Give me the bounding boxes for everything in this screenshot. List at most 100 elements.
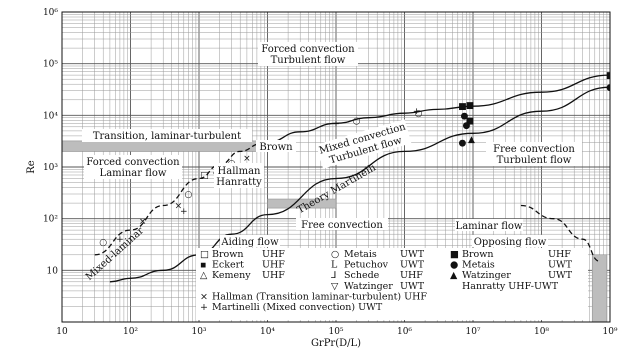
legend: □ Brown UHF ○ Metais UWT ■ Brown UHF▪ Eckert UHF L P…	[196, 248, 588, 320]
y-tick-labels: 10 10² 10³ 10⁴ 10⁵ 10⁶	[43, 8, 58, 276]
data-marker: □	[200, 171, 209, 181]
data-marker: ×	[175, 202, 183, 212]
legend-symbol: ▽	[331, 281, 339, 292]
svg-text:Free convection: Free convection	[301, 220, 383, 231]
legend-condition: UHF	[262, 270, 285, 281]
legend-condition: UWT	[400, 281, 425, 292]
region-label-forced-laminar: Forced convection Laminar flow	[84, 155, 182, 179]
data-marker: ×	[243, 154, 251, 164]
svg-text:Forced convection: Forced convection	[86, 157, 180, 168]
region-label-theory: Theory Martinelli	[296, 162, 378, 216]
legend-symbol: ■	[450, 249, 459, 260]
svg-text:Laminar flow: Laminar flow	[456, 221, 523, 232]
legend-entry: Watzinger	[344, 281, 393, 292]
data-marker: ×	[139, 217, 147, 227]
legend-condition: UHF	[262, 260, 285, 271]
x-axis-label: GrPr(D/L)	[311, 338, 361, 349]
legend-condition: UHF	[548, 249, 571, 260]
y-tick-label: 10	[47, 266, 59, 276]
x-tick-label: 10⁶	[397, 327, 412, 337]
legend-entry: Brown	[462, 249, 494, 260]
region-label-laminar: Laminar flow	[455, 219, 523, 232]
x-tick-label: 10⁹	[602, 327, 617, 337]
y-axis-label: Re	[26, 160, 37, 174]
legend-box	[196, 248, 588, 320]
legend-entry: Metais	[462, 260, 495, 271]
region-label-forced-turbulent: Forced convection Turbulent flow	[258, 42, 358, 66]
legend-symbol: ×	[200, 291, 208, 302]
legend-condition: UHF	[262, 249, 285, 260]
data-marker: ●	[606, 83, 614, 93]
y-tick-label: 10²	[43, 215, 58, 225]
svg-text:Laminar flow: Laminar flow	[100, 168, 167, 179]
svg-text:Transition, laminar-turbulent: Transition, laminar-turbulent	[93, 131, 241, 142]
legend-entry: Petuchov	[344, 260, 389, 271]
legend-condition: UHF	[400, 270, 423, 281]
svg-text:Forced convection: Forced convection	[261, 44, 355, 55]
x-tick-label: 10	[56, 327, 68, 337]
data-marker: +	[413, 107, 421, 117]
region-label-brown: Brown	[256, 140, 296, 153]
svg-text:Aiding flow: Aiding flow	[220, 237, 279, 248]
region-label-aiding: Aiding flow	[220, 235, 280, 248]
data-marker: ■	[466, 101, 475, 111]
svg-text:Theory Martinelli: Theory Martinelli	[296, 162, 378, 216]
legend-entry: Martinelli (Mixed convection) UWT	[212, 302, 383, 313]
x-tick-label: 10³	[191, 327, 206, 337]
series-lines	[94, 74, 610, 283]
legend-entry: Eckert	[212, 260, 244, 271]
series-line	[267, 74, 610, 143]
legend-symbol: ○	[331, 249, 339, 260]
svg-text:Hanratty: Hanratty	[216, 177, 262, 188]
data-marker: ○	[415, 109, 423, 119]
region-label-opposing: Opposing flow	[472, 235, 548, 248]
x-tick-label: 10⁵	[328, 327, 343, 337]
data-marker: ▲	[468, 135, 475, 145]
x-tick-label: 10²	[123, 327, 138, 337]
svg-text:Turbulent flow: Turbulent flow	[497, 155, 572, 166]
data-marker: ●	[462, 121, 470, 131]
data-marker: ■	[606, 71, 615, 81]
data-marker: ■	[466, 116, 475, 126]
legend-symbol: +	[200, 302, 208, 313]
region-label-hallman: Hallman Hanratty	[214, 163, 264, 188]
legend-entry: Schede	[344, 270, 380, 281]
legend-condition: UWT	[400, 260, 425, 271]
data-marker: ●	[458, 138, 466, 148]
legend-symbol: ⅃	[330, 270, 336, 281]
svg-text:Brown: Brown	[259, 142, 293, 153]
legend-symbol: L	[331, 260, 338, 271]
legend-entry: Metais	[344, 249, 377, 260]
series-line	[94, 140, 280, 256]
data-marker: ○	[99, 238, 107, 248]
region-label-free-turbulent: Free convection Turbulent flow	[486, 142, 582, 166]
legend-entry: Kemeny	[212, 270, 251, 281]
shaded-band	[267, 198, 337, 209]
data-marker: ■	[458, 102, 467, 112]
legend-entry: Hallman (Transition laminar-turbulent) U…	[212, 291, 427, 302]
legend-entry: Watzinger	[462, 270, 511, 281]
x-tick-label: 10⁴	[260, 327, 275, 337]
svg-text:Free convection: Free convection	[493, 144, 575, 155]
y-tick-label: 10⁶	[43, 8, 58, 18]
region-labels: Forced convection Turbulent flow Transit…	[82, 42, 582, 283]
shaded-band	[591, 254, 608, 322]
svg-text:Opposing flow: Opposing flow	[474, 237, 547, 248]
series-line	[109, 86, 610, 283]
x-tick-label: 10⁸	[534, 327, 549, 337]
legend-condition: UWT	[548, 270, 573, 281]
legend-symbol: □	[200, 249, 209, 260]
y-tick-label: 10³	[43, 163, 58, 173]
legend-condition: UWT	[548, 260, 573, 271]
legend-symbol: △	[200, 270, 208, 281]
legend-entry: Brown	[212, 249, 244, 260]
region-label-transition: Transition, laminar-turbulent	[82, 129, 252, 142]
legend-symbol: ●	[450, 260, 458, 271]
data-marker: ●	[460, 111, 468, 121]
svg-text:Turbulent flow: Turbulent flow	[271, 55, 346, 66]
data-marker: ○	[353, 116, 361, 126]
data-marker: +	[116, 235, 124, 245]
plot-frame	[61, 11, 611, 323]
legend-condition: UWT	[400, 249, 425, 260]
